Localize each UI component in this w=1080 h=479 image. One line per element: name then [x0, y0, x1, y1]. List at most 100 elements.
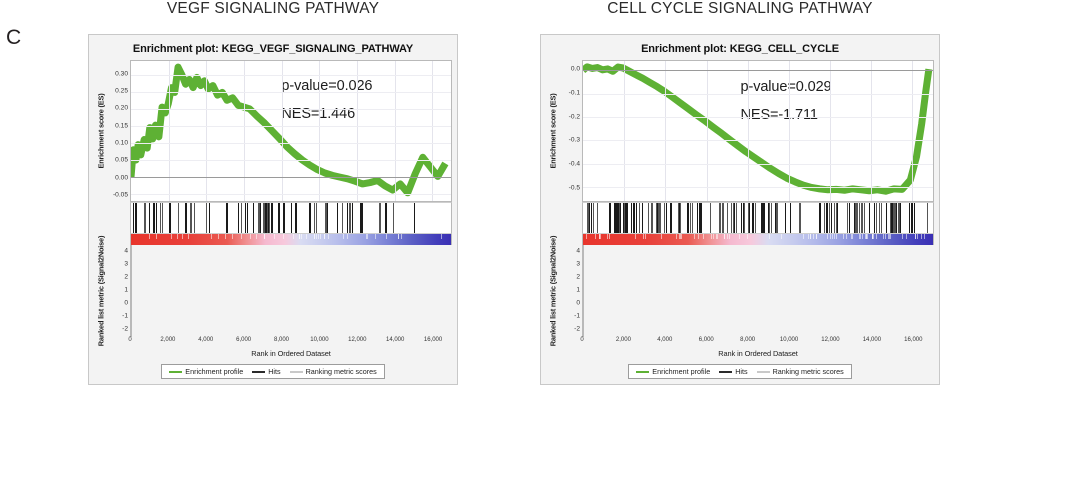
- hit-tick: [337, 203, 339, 233]
- hit-tick: [660, 203, 662, 233]
- gridline: [131, 246, 132, 336]
- gradient-tick: [301, 234, 303, 239]
- rank-ytick: 0: [124, 299, 128, 307]
- hit-tick: [740, 203, 742, 233]
- gradient-fill: [131, 234, 451, 245]
- gradient-tick: [808, 234, 809, 239]
- gradient-tick: [697, 234, 699, 239]
- xtick-row: 0 2,000 4,000 6,000 8,000 10,000 12,000 14,000 1…: [128, 337, 452, 348]
- gradient-tick: [850, 234, 852, 239]
- gradient-tick: [875, 234, 877, 239]
- rank-ytick: 1: [124, 286, 128, 294]
- xtick: 4,000: [657, 337, 673, 343]
- es-subplot: Enrichment score (ES) 0.0 -0.1 -0.2 -0.3 -0.…: [546, 60, 934, 202]
- hit-tick: [269, 203, 271, 233]
- hit-tick: [763, 203, 765, 233]
- hit-tick: [849, 203, 851, 233]
- hit-tick: [361, 203, 363, 233]
- gridline: [583, 93, 933, 95]
- hit-tick: [709, 203, 711, 233]
- hit-tick: [615, 203, 617, 233]
- gradient-tick: [315, 234, 317, 239]
- gridline: [243, 61, 245, 201]
- xtick: 0: [580, 337, 584, 343]
- hit-tick: [666, 203, 668, 233]
- hit-tick: [909, 203, 911, 233]
- gsea-figure-cellcycle: CELL CYCLE SIGNALING PATHWAY Enrichment …: [540, 0, 940, 385]
- hit-tick: [587, 203, 589, 233]
- hit-tick: [700, 203, 703, 233]
- zero-cross-label: Zero cross at 8208: [583, 287, 584, 293]
- hit-tick: [189, 203, 192, 233]
- hit-tick: [590, 203, 592, 233]
- gradient-tick: [890, 234, 892, 239]
- hit-tick: [608, 203, 611, 233]
- xtick: 10,000: [779, 337, 799, 343]
- hit-tick: [719, 203, 721, 233]
- gradient-tick: [914, 234, 916, 239]
- hit-tick: [831, 203, 833, 233]
- gridline: [583, 246, 584, 336]
- hit-tick: [914, 203, 916, 233]
- hit-tick: [226, 203, 228, 233]
- gradient-tick: [781, 234, 783, 239]
- hit-tick: [593, 203, 595, 233]
- rank-axis-label: Ranked list metric (Signal2Noise): [548, 235, 557, 347]
- hit-tick: [854, 203, 856, 233]
- es-ytick: -0.05: [112, 191, 128, 199]
- hit-tick: [722, 203, 725, 233]
- chart-legend: Enrichment profile Hits Ranking metric sco…: [161, 364, 385, 379]
- gsea-card: Enrichment plot: KEGG_CELL_CYCLE Enrichm…: [540, 34, 940, 385]
- xtick-row: 0 2,000 4,000 6,000 8,000 10,000 12,000 14,000 1…: [580, 337, 934, 348]
- gradient-tick: [832, 234, 834, 239]
- legend-label: Ranking metric scores: [305, 367, 377, 376]
- gridline: [206, 61, 208, 201]
- zero-cross-marker: [131, 246, 132, 336]
- xtick: 8,000: [274, 337, 290, 343]
- hit-tick: [748, 203, 750, 233]
- gridline: [432, 61, 434, 201]
- figure-heading: VEGF SIGNALING PATHWAY: [166, 0, 380, 17]
- figure-panel-letter: C: [6, 26, 22, 49]
- gradient-tick: [852, 234, 854, 239]
- gradient-tick: [250, 234, 252, 239]
- correlation-gradient-bar: [130, 234, 452, 245]
- legend-label: Ranking metric scores: [772, 367, 844, 376]
- hit-tick: [294, 203, 297, 233]
- hit-tick: [264, 203, 266, 233]
- hit-tick: [829, 203, 831, 233]
- gradient-tick: [769, 234, 771, 239]
- legend-item: Enrichment profile: [636, 367, 710, 376]
- hit-tick: [268, 203, 270, 233]
- gradient-tick: [398, 234, 400, 239]
- hit-tick: [237, 203, 239, 233]
- enrichment-profile-curve: [131, 61, 451, 201]
- gridline: [583, 163, 933, 165]
- gradient-tick: [299, 234, 301, 239]
- zero-line: [131, 177, 451, 179]
- gradient-tick: [802, 234, 804, 239]
- gradient-tick: [634, 234, 636, 239]
- legend-item: Ranking metric scores: [289, 367, 377, 376]
- hit-tick: [635, 203, 637, 233]
- hit-tick: [244, 203, 246, 233]
- gradient-tick: [815, 234, 817, 239]
- gradient-tick: [343, 234, 345, 239]
- legend-swatch: [289, 370, 303, 373]
- gsea-card: Enrichment plot: KEGG_VEGF_SIGNALING_PAT…: [88, 34, 458, 385]
- hit-tick: [241, 203, 243, 233]
- rank-ytick: 4: [124, 247, 128, 255]
- gradient-tick: [599, 234, 601, 239]
- hit-tick: [278, 203, 280, 233]
- legend-item: Enrichment profile: [169, 367, 243, 376]
- hit-tick: [336, 203, 338, 233]
- gradient-tick: [816, 234, 818, 239]
- rank-ytick: 1: [576, 286, 580, 294]
- hit-tick: [325, 203, 327, 233]
- hit-tick: [639, 203, 641, 233]
- hit-tick: [913, 203, 915, 233]
- hit-tick: [308, 203, 311, 233]
- gradient-tick: [365, 234, 367, 239]
- gradient-row: [94, 234, 452, 245]
- gradient-tick: [923, 234, 925, 239]
